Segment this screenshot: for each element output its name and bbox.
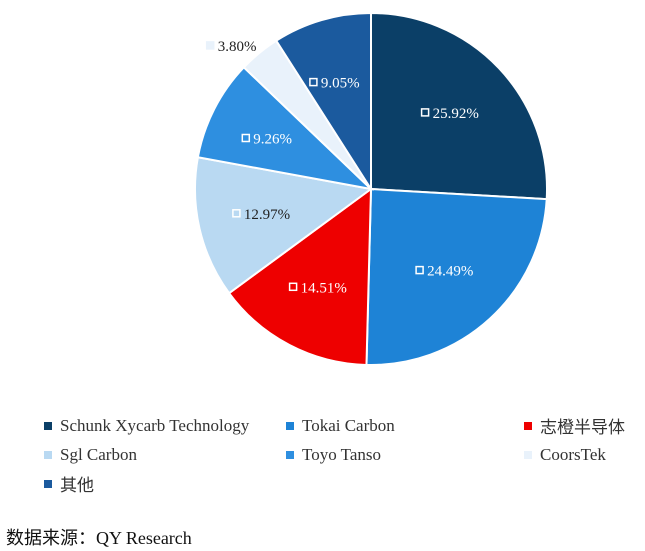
legend-swatch <box>524 421 532 430</box>
legend-row: Sgl Carbon Toyo Tanso CoorsTek <box>44 440 644 469</box>
data-label-text: 9.26% <box>253 132 292 148</box>
data-label-text: 14.51% <box>301 280 347 296</box>
pie-slices <box>194 11 549 366</box>
data-label-text: 24.49% <box>427 264 473 280</box>
data-label: 24.49% <box>415 264 473 280</box>
data-label: 9.05% <box>309 76 360 92</box>
pie-chart: 25.92% 24.49% 14.51% 12.97% 9.26% 3.80% 9.05% <box>194 11 549 366</box>
pie-slice <box>196 65 375 191</box>
legend: Schunk Xycarb Technology Tokai Carbon 志橙… <box>44 411 644 498</box>
legend-item: Tokai Carbon <box>286 416 524 436</box>
data-label-text: 25.92% <box>433 106 479 122</box>
legend-swatch <box>286 421 294 430</box>
pie-slice <box>370 11 549 201</box>
legend-swatch <box>44 479 52 488</box>
pie-slice <box>365 187 548 366</box>
legend-label: 其他 <box>60 476 94 495</box>
legend-item: Toyo Tanso <box>286 445 524 465</box>
label-marker <box>241 133 251 143</box>
legend-row: Schunk Xycarb Technology Tokai Carbon 志橙… <box>44 411 644 440</box>
legend-label: Toyo Tanso <box>302 444 381 464</box>
legend-label: 志橙半导体 <box>540 418 625 437</box>
legend-swatch <box>44 421 52 430</box>
legend-swatch <box>286 450 294 459</box>
source-note: 数据来源：QY Research <box>6 528 192 548</box>
data-label: 14.51% <box>288 280 347 296</box>
label-marker <box>288 282 298 292</box>
data-label: 9.26% <box>241 132 292 148</box>
data-label-text: 9.05% <box>321 76 360 92</box>
legend-item: 志橙半导体 <box>524 413 625 438</box>
legend-label: Tokai Carbon <box>302 415 395 435</box>
legend-label: CoorsTek <box>540 444 606 464</box>
label-marker <box>205 41 215 50</box>
label-marker <box>420 108 430 117</box>
data-label: 25.92% <box>420 106 479 122</box>
data-label-text: 12.97% <box>244 207 290 223</box>
legend-item: Schunk Xycarb Technology <box>44 416 286 436</box>
legend-swatch <box>524 450 532 459</box>
data-label: 12.97% <box>232 207 290 223</box>
label-marker <box>309 77 318 87</box>
legend-label: Sgl Carbon <box>60 444 137 464</box>
data-label: 3.80% <box>205 39 257 55</box>
legend-item: Sgl Carbon <box>44 445 286 465</box>
pie-labels: 25.92% 24.49% 14.51% 12.97% 9.26% 3.80% 9.05% <box>205 39 479 296</box>
data-label-text: 3.80% <box>218 39 257 55</box>
legend-swatch <box>44 450 52 459</box>
pie-slice <box>227 186 373 366</box>
pie-slice <box>274 11 372 193</box>
legend-label: Schunk Xycarb Technology <box>60 415 250 435</box>
label-marker <box>232 209 241 218</box>
legend-item: 其他 <box>44 471 286 496</box>
pie-slice <box>194 156 374 295</box>
legend-item: CoorsTek <box>524 445 606 465</box>
label-marker <box>415 265 424 275</box>
legend-row: 其他 <box>44 469 644 498</box>
